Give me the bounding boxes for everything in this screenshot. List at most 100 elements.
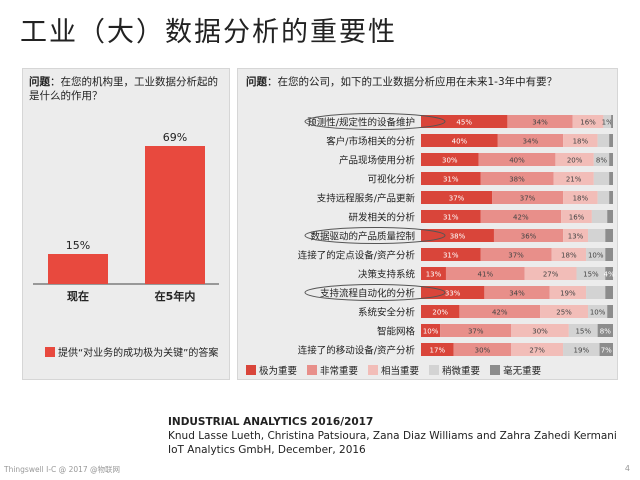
highlight-ellipse bbox=[304, 227, 446, 244]
segment-value-label: 42% bbox=[492, 309, 508, 317]
stacked-bar-segment bbox=[421, 343, 454, 356]
left-bar bbox=[145, 146, 205, 284]
category-label: 支持流程自动化的分析 bbox=[320, 288, 416, 300]
segment-value-label: 30% bbox=[475, 347, 491, 355]
stacked-bar-segment bbox=[588, 305, 608, 318]
legend-label: 极为重要 bbox=[259, 366, 298, 377]
right-question-label: 问题 bbox=[246, 76, 267, 88]
segment-value-label: 38% bbox=[450, 233, 466, 241]
category-label: 研发相关的分析 bbox=[348, 212, 415, 224]
stacked-bar-segment bbox=[453, 343, 512, 356]
stacked-bar-segment bbox=[421, 305, 460, 318]
segment-value-label: 13% bbox=[568, 233, 584, 241]
category-label: 决策支持系统 bbox=[358, 269, 416, 281]
category-label: 可视化分析 bbox=[367, 174, 415, 186]
stacked-bar-segment bbox=[555, 153, 594, 166]
legend-swatch bbox=[246, 365, 256, 375]
left-legend-label: 提供“对业务的成功极为关键”的答案 bbox=[58, 348, 219, 359]
legend-label: 相当重要 bbox=[381, 366, 420, 377]
left-bar-chart: 15% 现在 69% 在5年内 bbox=[33, 131, 219, 303]
segment-value-label: 37% bbox=[520, 195, 536, 203]
legend-item: 稍微重要 bbox=[429, 363, 480, 377]
stacked-bar-segment bbox=[551, 248, 587, 261]
segment-value-label: 8% bbox=[596, 157, 607, 165]
stacked-bar-segment bbox=[576, 267, 606, 280]
stacked-bar-segment bbox=[421, 134, 498, 147]
stacked-bar-segment bbox=[507, 115, 573, 128]
stacked-bar-segment bbox=[421, 324, 441, 337]
stacked-bar-segment bbox=[607, 305, 613, 318]
left-chart-panel: 问题：在您的机构里，工业数据分析起的是什么的作用？ 15% 现在 69% 在5年内 提… bbox=[22, 68, 230, 380]
segment-value-label: 21% bbox=[566, 176, 582, 184]
stacked-bar-segment bbox=[599, 343, 613, 356]
segment-value-label: 19% bbox=[574, 347, 590, 355]
stacked-bar-segment bbox=[480, 210, 562, 223]
segment-value-label: 34% bbox=[523, 138, 539, 146]
stacked-bar-segment bbox=[563, 229, 589, 242]
segment-value-label: 19% bbox=[560, 290, 576, 298]
source-title: INDUSTRIAL ANALYTICS 2016/2017 bbox=[168, 416, 374, 428]
segment-value-label: 18% bbox=[573, 138, 589, 146]
left-category-label: 在5年内 bbox=[155, 289, 196, 303]
segment-value-label: 37% bbox=[449, 195, 465, 203]
right-question-text: ：在您的公司，如下的工业数据分析应用在未来1-3年中有要？ bbox=[267, 76, 558, 88]
page-title: 工业（大）数据分析的重要性 bbox=[20, 17, 397, 48]
left-legend-swatch bbox=[45, 347, 55, 357]
left-bar-value-label: 69% bbox=[163, 131, 187, 144]
left-category-label: 现在 bbox=[67, 289, 89, 303]
stacked-bar-segment bbox=[563, 343, 600, 356]
segment-value-label: 7% bbox=[601, 347, 612, 355]
highlight-ellipse bbox=[304, 284, 446, 301]
legend-swatch bbox=[368, 365, 379, 375]
legend-label: 非常重要 bbox=[320, 366, 359, 377]
segment-value-label: 18% bbox=[573, 195, 589, 203]
stacked-bar-segment bbox=[605, 286, 613, 299]
stacked-bar-segment bbox=[484, 286, 550, 299]
segment-value-label: 8% bbox=[600, 328, 611, 336]
stacked-bar-segment bbox=[553, 172, 594, 185]
stacked-bar-segment bbox=[607, 210, 613, 223]
stacked-bar-segment bbox=[597, 324, 613, 337]
stacked-bar-segment bbox=[605, 267, 613, 280]
stacked-bar-segment bbox=[497, 134, 564, 147]
stacked-bar-segment bbox=[609, 153, 613, 166]
stacked-bar-segment bbox=[593, 153, 610, 166]
right-legend: 极为重要 非常重要 相当重要 稍微重要 毫无重要 bbox=[246, 363, 541, 377]
source-authors: Knud Lasse Lueth, Christina Patsioura, Z… bbox=[168, 430, 617, 442]
segment-value-label: 20% bbox=[567, 157, 583, 165]
stacked-bar-segment bbox=[511, 324, 569, 337]
stacked-bar-segment bbox=[563, 191, 598, 204]
category-label: 客户/市场相关的分析 bbox=[326, 136, 415, 148]
left-question-label: 问题 bbox=[29, 76, 50, 88]
stacked-bar-segment bbox=[440, 324, 512, 337]
segment-value-label: 27% bbox=[543, 271, 559, 279]
stacked-bar-segment bbox=[421, 172, 481, 185]
stacked-bar-segment bbox=[480, 248, 552, 261]
stacked-bar-segment bbox=[593, 172, 610, 185]
legend-item: 非常重要 bbox=[307, 363, 358, 377]
left-question-text: ：在您的机构里，工业数据分析起的是什么的作用？ bbox=[29, 76, 218, 102]
stacked-bar-segment bbox=[480, 172, 554, 185]
stacked-bar-segment bbox=[597, 191, 610, 204]
stacked-bar-segment bbox=[597, 134, 610, 147]
stacked-bar-segment bbox=[421, 115, 508, 128]
stacked-bar-segment bbox=[609, 172, 613, 185]
right-question: 问题：在您的公司，如下的工业数据分析应用在未来1-3年中有要？ bbox=[246, 75, 606, 89]
segment-value-label: 33% bbox=[445, 290, 461, 298]
segment-value-label: 10% bbox=[423, 328, 439, 336]
stacked-bar-segment bbox=[492, 191, 564, 204]
segment-value-label: 4% bbox=[604, 271, 615, 279]
segment-value-label: 30% bbox=[532, 328, 548, 336]
left-bar-value-label: 15% bbox=[66, 239, 90, 252]
segment-value-label: 18% bbox=[561, 252, 577, 260]
stacked-bar-segment bbox=[568, 324, 598, 337]
right-stacked-bar-chart: 预测性/规定性的设备维护 45% 34% 16% 1% 客户/市场相关的分析 40% 34% 1… bbox=[298, 113, 615, 357]
segment-value-label: 40% bbox=[509, 157, 525, 165]
segment-value-label: 37% bbox=[468, 328, 484, 336]
stacked-bar-segment bbox=[572, 115, 604, 128]
category-label: 产品现场使用分析 bbox=[339, 155, 416, 167]
stacked-bar-segment bbox=[478, 153, 556, 166]
stacked-bar-segment bbox=[605, 248, 613, 261]
stacked-bar-segment bbox=[421, 210, 481, 223]
stacked-bar-segment bbox=[445, 267, 525, 280]
